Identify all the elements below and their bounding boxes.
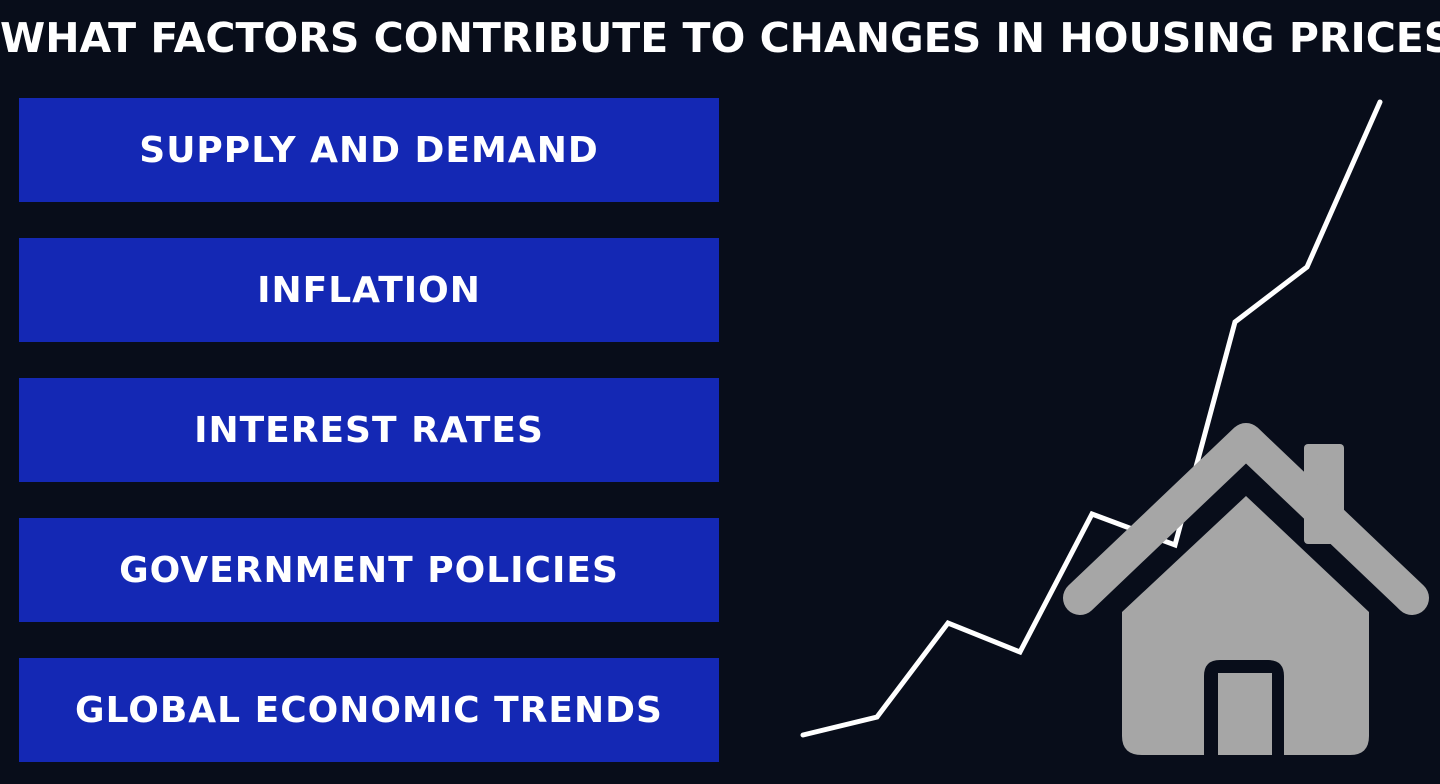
factor-label: SUPPLY AND DEMAND	[139, 129, 599, 171]
factor-label: INFLATION	[257, 269, 481, 311]
factor-label: GOVERNMENT POLICIES	[119, 549, 619, 591]
factor-box-supply-and-demand: SUPPLY AND DEMAND	[19, 98, 719, 202]
factor-box-global-economic-trends: GLOBAL ECONOMIC TRENDS	[19, 658, 719, 762]
factor-box-government-policies: GOVERNMENT POLICIES	[19, 518, 719, 622]
page-title: WHAT FACTORS CONTRIBUTE TO CHANGES IN HO…	[0, 14, 1440, 62]
factor-box-interest-rates: INTEREST RATES	[19, 378, 719, 482]
house-icon	[1063, 423, 1429, 755]
factor-label: INTEREST RATES	[194, 409, 544, 451]
factor-label: GLOBAL ECONOMIC TRENDS	[75, 689, 663, 731]
rising-trend-line-icon	[800, 99, 1383, 738]
factor-box-inflation: INFLATION	[19, 238, 719, 342]
